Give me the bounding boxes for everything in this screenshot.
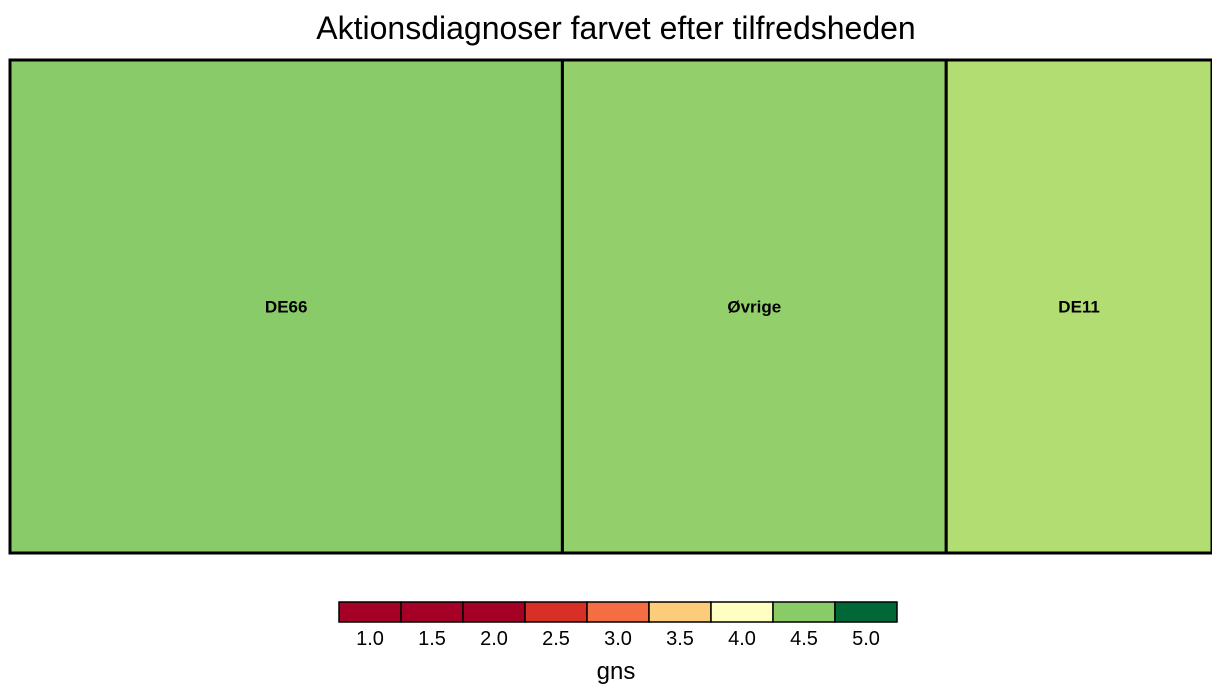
tile-de11 <box>944 58 1212 555</box>
tile-label-vrige: Øvrige <box>727 298 781 317</box>
color-legend: 1.0 1.5 2.0 2.5 3.0 3.5 4.0 4.5 5.0 <box>338 601 898 650</box>
legend-swatch-2 <box>400 601 464 623</box>
legend-swatch-7 <box>710 601 774 623</box>
legend-swatch-1 <box>338 601 402 623</box>
legend-swatch-3 <box>462 601 526 623</box>
legend-title: gns <box>596 658 636 685</box>
legend-tick-label: 3.5 <box>666 628 694 650</box>
legend-tick-label: 2.5 <box>542 628 570 650</box>
legend-tick-label: 4.0 <box>728 628 756 650</box>
chart-title: Aktionsdiagnoser farvet efter tilfredshe… <box>316 10 916 46</box>
legend-tick-label: 4.5 <box>790 628 818 650</box>
legend-tick-label: 1.0 <box>356 628 384 650</box>
legend-swatch-4 <box>524 601 588 623</box>
legend-tick-label: 2.0 <box>480 628 508 650</box>
tile-label-de11: DE11 <box>1058 298 1100 317</box>
legend-tick-label: 1.5 <box>418 628 446 650</box>
legend-swatch-8 <box>772 601 836 623</box>
legend-swatch-9 <box>834 601 898 623</box>
tile-label-de66: DE66 <box>265 298 308 317</box>
legend-swatch-5 <box>586 601 650 623</box>
legend-swatch-6 <box>648 601 712 623</box>
treemap-frame <box>8 58 1212 555</box>
legend-tick-label: 5.0 <box>852 628 880 650</box>
tile-de66 <box>8 58 564 555</box>
legend-tick-label: 3.0 <box>604 628 632 650</box>
treemap-tiles: DE66 Øvrige DE11 <box>8 58 1212 555</box>
